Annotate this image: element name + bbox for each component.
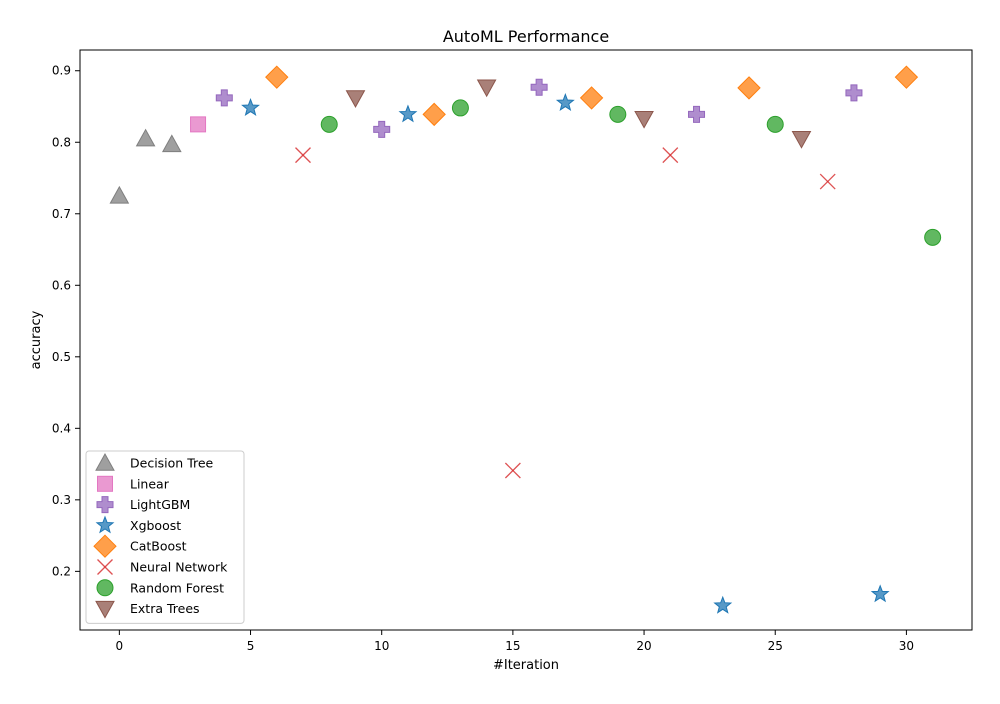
data-point-linear	[190, 116, 207, 133]
legend-marker-neural-network	[97, 559, 113, 575]
legend-box	[85, 450, 245, 624]
data-point-extra-trees	[476, 79, 497, 98]
y-tick-label: 0.2	[52, 564, 71, 578]
plot-frame	[79, 49, 973, 631]
y-tick-label: 0.8	[52, 135, 71, 149]
data-point-lightgbm	[845, 84, 863, 102]
data-point-random-forest	[451, 99, 469, 117]
x-tick-label: 10	[374, 639, 389, 653]
data-point-random-forest	[766, 115, 784, 133]
y-tick-label: 0.7	[52, 207, 71, 221]
data-point-extra-trees	[634, 110, 654, 129]
y-axis-label: accuracy	[29, 310, 44, 369]
x-tick-label: 30	[899, 639, 914, 653]
data-point-random-forest	[924, 228, 942, 246]
x-tick-label: 5	[247, 639, 255, 653]
data-point-catboost	[894, 65, 919, 89]
data-point-decision-tree	[161, 134, 182, 153]
data-point-extra-trees	[345, 90, 366, 108]
legend-label-random-forest: Random Forest	[130, 580, 224, 595]
legend-marker-lightgbm	[96, 496, 114, 514]
y-tick-label: 0.5	[52, 350, 71, 364]
data-point-xgboost	[398, 104, 418, 123]
legend-marker-xgboost	[95, 515, 115, 534]
data-point-lightgbm	[373, 120, 391, 138]
data-point-decision-tree	[135, 128, 156, 147]
y-tick-label: 0.6	[52, 278, 71, 292]
y-tick-label: 0.9	[52, 64, 71, 78]
data-point-neural-network	[504, 462, 521, 479]
data-point-lightgbm	[688, 105, 706, 123]
data-point-xgboost	[555, 93, 575, 111]
legend-label-lightgbm: LightGBM	[130, 497, 190, 512]
legend-label-decision-tree: Decision Tree	[130, 456, 214, 471]
legend-label-catboost: CatBoost	[130, 539, 187, 554]
data-point-xgboost	[713, 595, 733, 614]
data-point-catboost	[737, 76, 761, 100]
data-point-catboost	[579, 86, 604, 110]
legend-marker-random-forest	[96, 579, 114, 597]
legend-label-neural-network: Neural Network	[130, 560, 228, 575]
data-point-neural-network	[295, 147, 311, 164]
x-tick-label: 15	[505, 639, 520, 653]
y-tick-label: 0.4	[52, 421, 71, 435]
data-point-decision-tree	[109, 185, 130, 204]
data-point-random-forest	[609, 105, 627, 123]
data-point-lightgbm	[215, 89, 233, 107]
data-point-neural-network	[819, 173, 836, 190]
data-point-xgboost	[870, 584, 890, 603]
data-point-catboost	[422, 102, 446, 127]
data-point-xgboost	[241, 98, 260, 116]
data-point-lightgbm	[530, 78, 548, 96]
data-point-neural-network	[662, 147, 679, 164]
y-tick-label: 0.3	[52, 493, 71, 507]
legend-label-linear: Linear	[130, 476, 170, 491]
chart-title: AutoML Performance	[443, 27, 609, 46]
legend-marker-catboost	[93, 534, 117, 558]
x-axis-label: #Iteration	[493, 658, 559, 673]
data-point-extra-trees	[791, 130, 812, 149]
legend-marker-decision-tree	[95, 452, 115, 471]
legend-marker-extra-trees	[95, 600, 115, 619]
legend-label-xgboost: Xgboost	[130, 518, 181, 533]
legend-marker-linear	[97, 475, 113, 492]
x-tick-label: 0	[116, 639, 124, 653]
x-tick-label: 25	[768, 639, 783, 653]
data-point-random-forest	[320, 115, 338, 133]
data-point-catboost	[265, 65, 289, 89]
legend-label-extra-trees: Extra Trees	[130, 601, 200, 616]
x-tick-label: 20	[636, 639, 651, 653]
